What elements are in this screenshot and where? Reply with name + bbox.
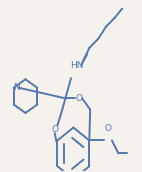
Text: O: O xyxy=(104,124,111,133)
Text: N: N xyxy=(13,83,20,92)
Text: O: O xyxy=(76,94,83,103)
Text: HN: HN xyxy=(70,61,84,70)
Text: O: O xyxy=(51,125,58,134)
